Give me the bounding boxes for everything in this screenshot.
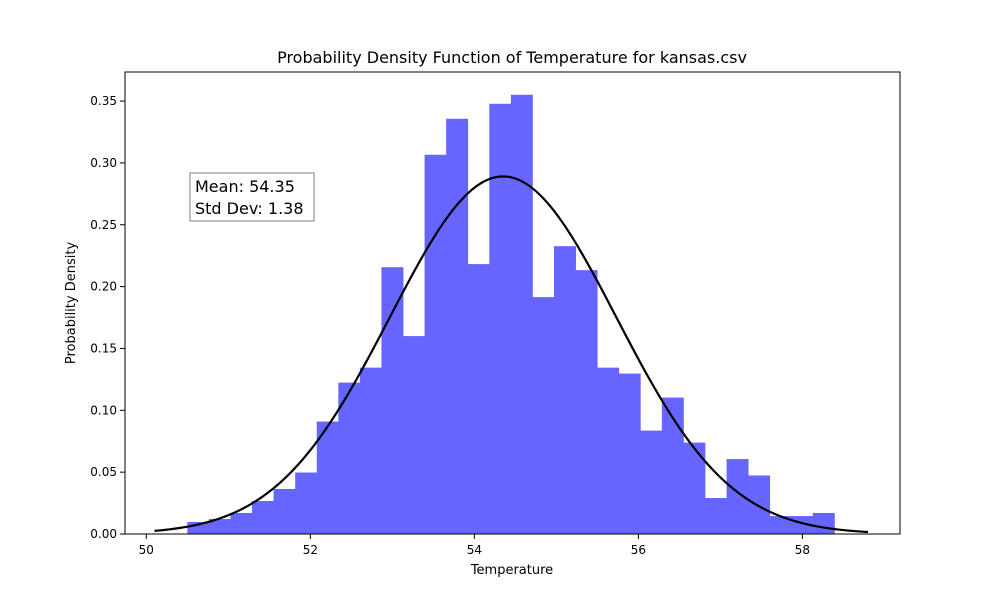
stats-box-frame xyxy=(189,172,315,222)
histogram-bar xyxy=(748,475,771,534)
histogram-bar xyxy=(403,336,425,534)
histogram-bar xyxy=(273,488,296,534)
y-tick-label: 0.15 xyxy=(90,341,117,355)
normal-pdf-curve xyxy=(154,175,869,534)
std-dev-text: Std Dev: 1.38 xyxy=(195,199,304,218)
chart-title: Probability Density Function of Temperat… xyxy=(277,48,747,67)
histogram-bar xyxy=(295,472,318,534)
histogram-bar xyxy=(424,154,447,534)
histogram-bar xyxy=(510,94,533,534)
x-tick-label: 56 xyxy=(631,543,646,557)
histogram-bar xyxy=(316,421,339,534)
stats-annotation-box: Mean: 54.35 Std Dev: 1.38 xyxy=(189,172,315,222)
x-axis-ticks: 50 52 54 56 58 xyxy=(139,534,810,557)
histogram-bar xyxy=(597,367,620,534)
x-axis-label: Temperature xyxy=(470,563,553,578)
histogram-bar xyxy=(704,498,727,534)
x-tick-label: 54 xyxy=(467,543,482,557)
histogram-bar xyxy=(467,264,490,534)
histogram-bar xyxy=(230,512,253,534)
histogram-bar xyxy=(532,297,555,534)
histogram-bar xyxy=(489,103,512,534)
histogram-bar xyxy=(359,367,382,534)
histogram-bar xyxy=(618,373,641,534)
histogram-bar xyxy=(640,430,663,534)
histogram-bar xyxy=(812,512,835,534)
histogram-bar xyxy=(208,519,231,534)
y-axis-ticks: 0.00 0.05 0.10 0.15 0.20 0.25 0.30 0.35 xyxy=(90,94,125,541)
y-tick-label: 0.00 xyxy=(90,527,117,541)
histogram-bar xyxy=(683,442,706,534)
y-tick-label: 0.35 xyxy=(90,94,117,108)
histogram-bar xyxy=(381,267,404,534)
histogram-bar xyxy=(575,270,598,534)
y-tick-label: 0.05 xyxy=(90,465,117,479)
x-tick-label: 52 xyxy=(303,543,318,557)
y-tick-label: 0.10 xyxy=(90,403,117,417)
histogram-bars xyxy=(187,94,835,534)
histogram-bar xyxy=(661,397,684,534)
y-tick-label: 0.20 xyxy=(90,280,117,294)
y-tick-label: 0.30 xyxy=(90,156,117,170)
y-axis-label: Probability Density xyxy=(64,242,79,365)
y-tick-label: 0.25 xyxy=(90,218,117,232)
histogram-bar xyxy=(554,246,576,534)
histogram-bar xyxy=(446,118,469,534)
histogram-bar xyxy=(252,500,274,534)
x-tick-label: 58 xyxy=(795,543,810,557)
histogram-bar xyxy=(338,382,361,534)
mean-text: Mean: 54.35 xyxy=(195,177,295,196)
histogram-bar xyxy=(769,516,792,534)
x-tick-label: 50 xyxy=(139,543,154,557)
histogram-bar xyxy=(726,459,749,534)
plot-area-frame xyxy=(124,71,901,535)
